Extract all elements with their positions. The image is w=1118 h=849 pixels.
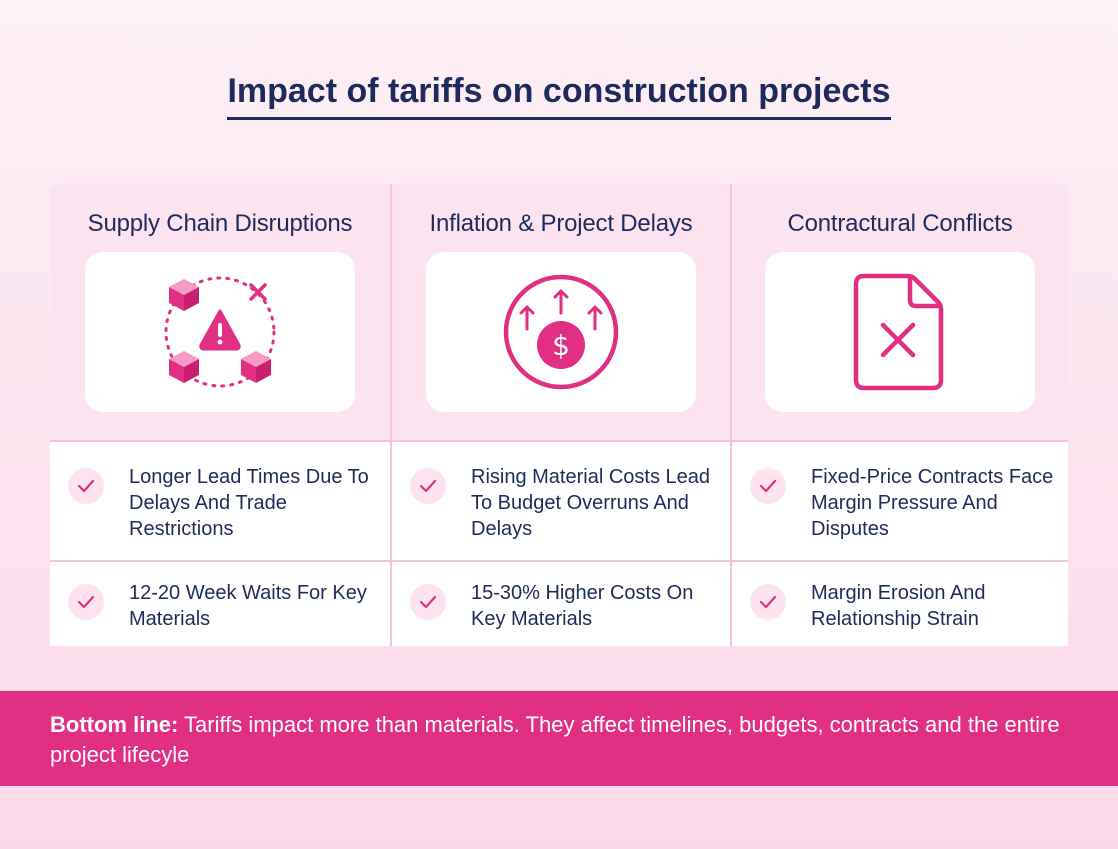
column-supply-chain: Supply Chain Disruptions [50,184,390,646]
list-item-text: 15-30% Higher Costs On Key Materials [471,582,694,630]
check-icon [750,468,786,504]
page-title-text: Impact of tariffs on construction projec… [227,72,891,120]
icon-card: $ [426,252,696,412]
icon-card [85,252,355,412]
column-inflation: Inflation & Project Delays $ Rising Mate… [390,184,730,646]
column-heading: Contractural Conflicts [787,210,1013,237]
column-heading: Supply Chain Disruptions [87,210,353,237]
list-item-text: Rising Material Costs Lead To Budget Ove… [471,466,710,540]
impact-grid: Supply Chain Disruptions [50,184,1068,646]
bottom-line-text: Tariffs impact more than materials. They… [50,712,1060,767]
page-title: Impact of tariffs on construction projec… [0,72,1118,120]
supply-chain-warning-icon [164,276,276,388]
bottom-line-banner: Bottom line: Tariffs impact more than ma… [0,691,1118,786]
check-icon [68,584,104,620]
list-item: 15-30% Higher Costs On Key Materials [392,560,730,646]
column-contracts: Contractural Conflicts Fixed-Price Contr… [730,184,1068,646]
list-item: Fixed-Price Contracts Face Margin Pressu… [732,440,1068,560]
column-header: Contractural Conflicts [732,184,1068,440]
list-item: Longer Lead Times Due To Delays And Trad… [50,440,390,560]
check-icon [750,584,786,620]
column-header: Inflation & Project Delays $ [392,184,730,440]
svg-text:$: $ [552,329,570,362]
list-item: Margin Erosion And Relationship Strain [732,560,1068,646]
column-heading: Inflation & Project Delays [429,210,693,237]
list-item-text: Longer Lead Times Due To Delays And Trad… [129,466,369,540]
check-icon [68,468,104,504]
cancelled-document-icon [853,273,944,391]
list-item-text: Margin Erosion And Relationship Strain [811,582,986,630]
list-item-text: Fixed-Price Contracts Face Margin Pressu… [811,466,1054,540]
list-item: 12-20 Week Waits For Key Materials [50,560,390,646]
rising-dollar-icon: $ [503,274,619,390]
check-icon [410,584,446,620]
icon-card [765,252,1035,412]
column-header: Supply Chain Disruptions [50,184,390,440]
list-item-text: 12-20 Week Waits For Key Materials [129,582,367,630]
check-icon [410,468,446,504]
list-item: Rising Material Costs Lead To Budget Ove… [392,440,730,560]
bottom-line-label: Bottom line: [50,712,179,737]
